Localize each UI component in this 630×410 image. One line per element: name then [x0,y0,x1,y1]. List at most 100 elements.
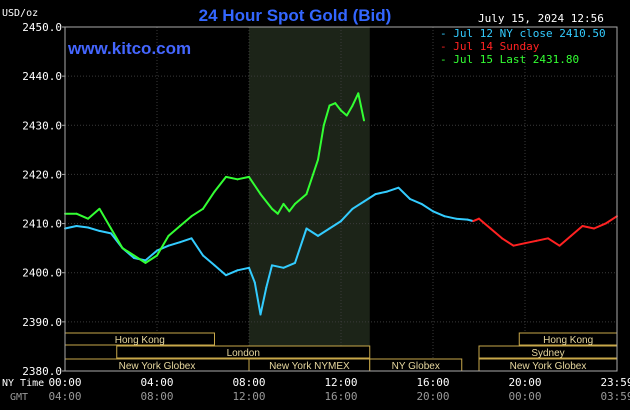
data-point [317,234,319,237]
data-point [294,202,296,205]
session-label: Hong Kong [543,335,593,346]
x-tick-label-ny: 12:00 [324,376,357,389]
data-point [98,229,101,232]
y-axis-label: USD/oz [2,8,38,19]
data-point [202,254,204,257]
session-box: New York Globex [478,358,618,372]
data-point [225,274,227,277]
legend: - Jul 12 NY close 2410.50- Jul 14 Sunday… [440,27,606,66]
session-label: New York NYMEX [269,361,350,372]
session-box: London [116,345,371,359]
data-point [294,261,296,264]
session-box: Hong Kong [64,332,215,346]
trading-sessions: Hong Kong London New York Globex New York N… [64,332,618,372]
x-tick-label-gmt: 20:00 [416,390,449,403]
data-point [248,266,250,269]
data-point [167,244,170,247]
ny-time-row-label: NY Time [2,378,44,389]
x-tick-label-gmt: 04:00 [48,390,81,403]
series-group [64,92,365,264]
data-point [363,200,365,203]
data-point [472,220,475,223]
session-label: Hong Kong [115,335,165,346]
session-label: New York Globex [119,361,196,372]
data-point [340,220,342,223]
data-point [133,256,135,259]
data-point [489,227,492,230]
data-point [501,237,503,240]
data-point [190,215,193,218]
session-box: New York NYMEX [248,358,371,372]
legend-entry: - Jul 14 Sunday [440,40,540,53]
data-point [282,266,285,269]
x-tick-labels: 00:0004:0008:0012:0016:0020:0023:5904:00… [48,376,630,403]
x-tick-label-gmt: 03:59 [600,390,630,403]
legend-entry: - Jul 15 Last 2431.80 [440,53,579,66]
session-label: Sydney [531,348,564,359]
y-tick-label: 2390.0 [22,316,62,329]
data-point [432,210,434,213]
data-point [351,207,354,210]
x-tick-label-gmt: 00:00 [508,390,541,403]
data-point [167,234,170,237]
session-label: New York Globex [510,361,587,372]
data-point [253,281,256,284]
data-point [271,207,273,210]
data-point [110,227,112,230]
data-point [156,254,158,257]
data-point [202,207,204,210]
series-layer [64,92,618,316]
data-point [420,202,423,205]
data-point [213,190,216,193]
data-point [271,264,273,267]
session-box: NY Globex [369,358,463,372]
y-tick-label: 2410.0 [22,218,62,231]
data-point [570,234,572,237]
data-point [317,158,319,161]
data-point [604,222,607,225]
session-box: Sydney [478,345,618,359]
data-point [397,186,400,189]
data-point [144,259,147,262]
data-point [179,241,181,244]
data-point [466,218,469,221]
watermark: www.kitco.com [67,39,191,58]
data-point [259,313,262,316]
x-tick-label-ny: 04:00 [140,376,173,389]
data-point [558,244,561,247]
data-point [593,227,595,230]
data-point [340,109,342,112]
data-point [179,225,181,228]
data-point [236,178,239,181]
data-point [334,102,337,105]
data-point [455,217,457,220]
data-point [288,210,291,213]
y-tick-label: 2450.0 [22,21,62,34]
data-point [259,193,262,196]
data-point [265,286,268,289]
data-point [351,104,354,107]
data-point [213,264,216,267]
legend-entry: - Jul 12 NY close 2410.50 [440,27,606,40]
data-point [535,239,538,242]
y-tick-label: 2400.0 [22,267,62,280]
data-point [236,269,239,272]
data-point [328,227,331,230]
highlight-band [249,27,370,371]
data-point [374,193,377,196]
y-tick-label: 2380.0 [22,365,62,378]
data-point [305,193,308,196]
data-point [75,225,78,228]
data-point [328,104,331,107]
data-point [87,226,89,229]
series-line [472,215,618,247]
x-tick-label-ny: 00:00 [48,376,81,389]
y-tick-label: 2440.0 [22,70,62,83]
data-point [357,92,360,95]
data-point [110,232,112,235]
plot-border [64,26,618,372]
data-point [386,190,388,193]
x-tick-label-ny: 20:00 [508,376,541,389]
data-point [305,227,308,230]
data-point [443,215,446,218]
